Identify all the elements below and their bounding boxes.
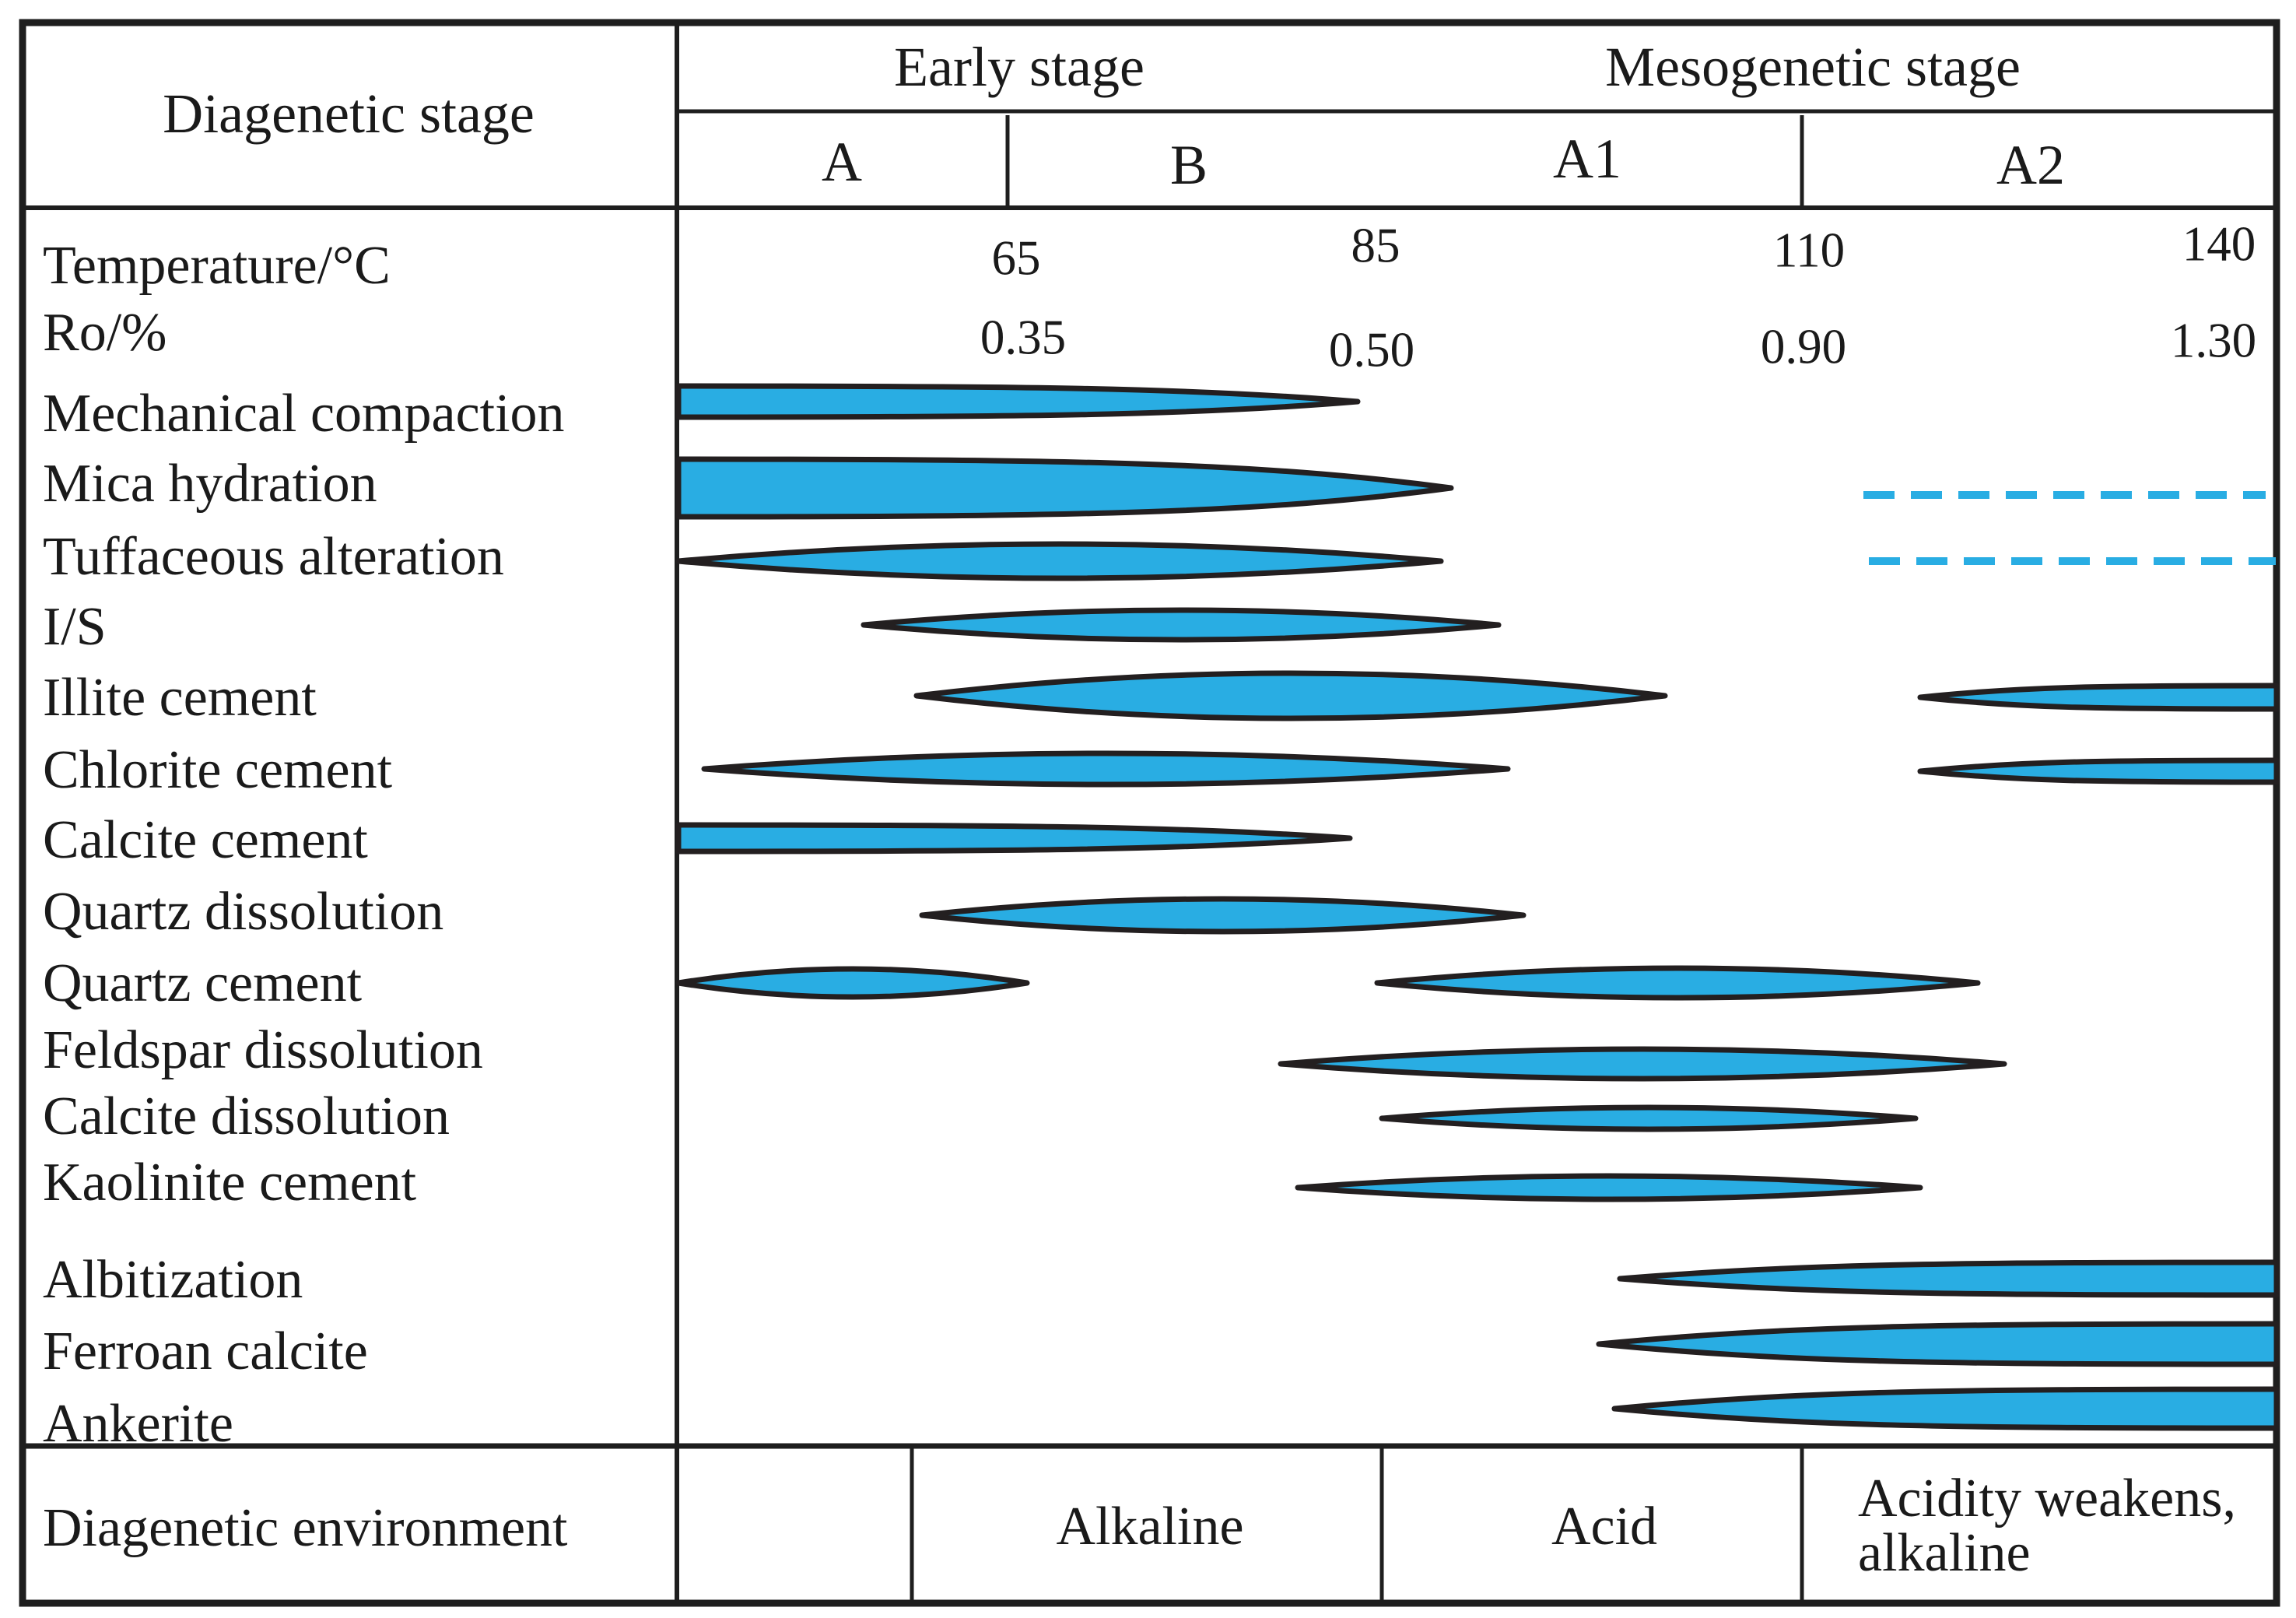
temp-tick-110: 110 [1772, 223, 1846, 278]
substage-b: B [1169, 134, 1208, 196]
substage-a1: A1 [1553, 128, 1621, 190]
spindle-tuffaceous-alteration [675, 541, 1444, 581]
env-cell-acid: Acid [1551, 1497, 1658, 1557]
table-outer-border [19, 19, 2280, 1607]
header-early-stage: Early stage [894, 36, 1144, 98]
spindle-quartz-dissolution [919, 896, 1527, 935]
row-label-mechanical-compaction: Mechanical compaction [43, 384, 565, 444]
ro-tick-0-50: 0.50 [1328, 322, 1415, 377]
temp-tick-140: 140 [2182, 216, 2256, 272]
substage-a2: A2 [1996, 134, 2065, 196]
row-label-i-s: I/S [43, 597, 107, 657]
row-label-quartz-cement: Quartz cement [43, 953, 363, 1013]
spindle-calcite-dissolution [1379, 1104, 1919, 1132]
substage-a: A [822, 131, 862, 193]
temp-tick-85: 85 [1351, 218, 1400, 273]
spindle-quartz-cement-2 [1374, 965, 1981, 1001]
row-label-tuffaceous-alteration: Tuffaceous alteration [43, 527, 504, 587]
env-cell-acidity-weakens: Acidity weakens, [1858, 1469, 2236, 1529]
spindle-illite-cement [913, 670, 1668, 721]
axis-ro-label: Ro/% [43, 303, 167, 363]
env-cell-alkaline: Alkaline [1056, 1497, 1244, 1557]
row-label-mica-hydration: Mica hydration [43, 454, 377, 514]
ro-tick-0-35: 0.35 [980, 310, 1067, 365]
row-label-feldspar-dissolution: Feldspar dissolution [43, 1020, 483, 1080]
spindle-feldspar-dissolution [1278, 1046, 2007, 1082]
spindle-calcite-cement [675, 822, 1353, 855]
spindle-mica-hydration [675, 456, 1454, 520]
spindle-quartz-cement [675, 966, 1030, 1000]
temp-tick-65: 65 [991, 230, 1041, 286]
row-label-illite-cement: Illite cement [43, 668, 317, 728]
spindle-ferroan-calcite [1596, 1321, 2280, 1367]
spindle-ankerite [1611, 1386, 2280, 1431]
environment-row-label: Diagenetic environment [43, 1498, 568, 1558]
ro-tick-1-30: 1.30 [2170, 313, 2257, 368]
row-label-chlorite-cement: Chlorite cement [43, 740, 393, 800]
row-label-kaolinite-cement: Kaolinite cement [43, 1153, 417, 1213]
header-mesogenetic-stage: Mesogenetic stage [1605, 36, 2021, 98]
axis-temperature-label: Temperature/°C [43, 236, 391, 296]
header-diagenetic-stage: Diagenetic stage [163, 82, 535, 145]
row-label-albitization: Albitization [43, 1250, 303, 1310]
row-label-calcite-cement: Calcite cement [43, 810, 368, 870]
ro-tick-0-90: 0.90 [1760, 319, 1847, 374]
row-label-ferroan-calcite: Ferroan calcite [43, 1321, 368, 1381]
spindle-i-s [861, 607, 1502, 643]
spindle-albitization [1617, 1259, 2280, 1298]
spindle-kaolinite-cement [1295, 1173, 1923, 1202]
spindle-chlorite-cement [701, 750, 1511, 788]
spindle-illite-cement-2 [1917, 683, 2280, 712]
row-label-quartz-dissolution: Quartz dissolution [43, 882, 444, 942]
spindle-mechanical-compaction [675, 383, 1361, 420]
env-cell-alkaline: alkaline [1858, 1523, 2031, 1583]
row-label-ankerite: Ankerite [43, 1394, 233, 1454]
row-label-calcite-dissolution: Calcite dissolution [43, 1086, 450, 1146]
spindle-chlorite-cement-2 [1917, 757, 2280, 785]
